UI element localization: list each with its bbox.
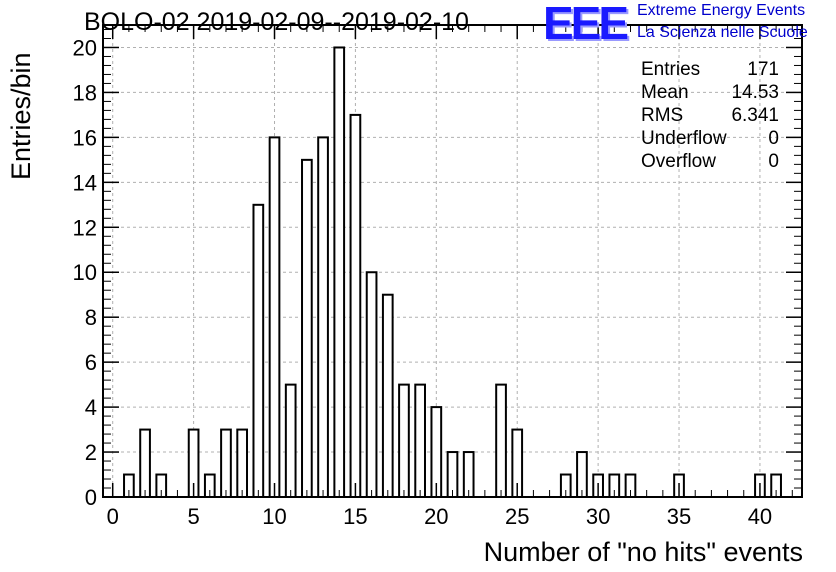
y-tick-label: 4 (85, 395, 97, 420)
x-tick-label: 20 (424, 504, 448, 529)
histogram-bar (268, 136, 281, 498)
stats-label: Underflow (641, 128, 727, 149)
grid-lines (103, 25, 802, 498)
x-tick-label: 5 (187, 504, 199, 529)
stats-label: Overflow (641, 151, 716, 172)
y-axis-label: Entries/bin (6, 52, 36, 180)
x-tick-label: 25 (505, 504, 529, 529)
y-tick-label: 2 (85, 440, 97, 465)
stats-value: 6.341 (731, 105, 779, 126)
x-tick-label: 30 (586, 504, 610, 529)
stats-row-underflow: Underflow 0 (641, 127, 779, 150)
logo-text-line2: La Scienza nelle Scuole (637, 24, 808, 41)
stats-row-overflow: Overflow 0 (641, 150, 779, 173)
chart-title: BOLO-02 2019-02-09--2019-02-10 (84, 8, 469, 36)
y-tick-label: 10 (73, 260, 97, 285)
histogram-bar (495, 383, 507, 498)
y-tick-label: 16 (73, 125, 97, 150)
axis-ticks (103, 25, 802, 498)
stats-row-entries: Entries 171 (641, 58, 779, 81)
logo-text-line1: Extreme Energy Events (637, 2, 806, 19)
stats-value: 0 (768, 128, 779, 149)
stats-row-rms: RMS 6.341 (641, 104, 779, 127)
histogram-bar (349, 113, 362, 499)
stats-row-mean: Mean 14.53 (641, 81, 779, 104)
y-tick-label: 18 (73, 80, 97, 105)
eee-logo-mark: EEE (543, 0, 629, 49)
histogram-bar (301, 158, 313, 498)
histogram-bar (381, 293, 394, 499)
stats-label: RMS (641, 105, 684, 126)
x-tick-label: 0 (107, 504, 119, 529)
stats-box: Entries 171 Mean 14.53 RMS 6.341 Underfl… (641, 58, 779, 173)
stats-label: Mean (641, 82, 689, 103)
stats-label: Entries (641, 59, 701, 80)
histogram-bar (333, 46, 346, 498)
stats-value: 0 (768, 151, 779, 172)
y-tick-label: 0 (85, 485, 97, 510)
y-tick-label: 14 (73, 170, 97, 195)
y-tick-label: 20 (73, 35, 97, 60)
histogram-bars (123, 46, 782, 499)
histogram-bar (414, 383, 426, 498)
histogram-bar (220, 428, 232, 499)
histogram-bar (398, 383, 410, 498)
x-tick-label: 35 (667, 504, 691, 529)
histogram-bar (236, 428, 249, 499)
x-axis-label: Number of "no hits" events (483, 537, 803, 567)
axis-tick-labels: 0 5 10 15 20 25 30 35 40 0 2 4 6 8 10 12 14 16 18 20 (73, 35, 773, 529)
y-tick-label: 8 (85, 305, 97, 330)
y-tick-label: 12 (73, 215, 97, 240)
histogram-bar (365, 271, 378, 498)
stats-value: 14.53 (731, 82, 779, 103)
stats-value: 171 (747, 59, 779, 80)
histogram-bar (252, 203, 265, 499)
histogram-bar (284, 383, 297, 498)
histogram-bar (317, 136, 329, 498)
x-tick-label: 10 (262, 504, 286, 529)
x-tick-label: 40 (748, 504, 772, 529)
x-tick-label: 15 (343, 504, 367, 529)
y-tick-label: 6 (85, 350, 97, 375)
histogram-bar (139, 428, 151, 499)
